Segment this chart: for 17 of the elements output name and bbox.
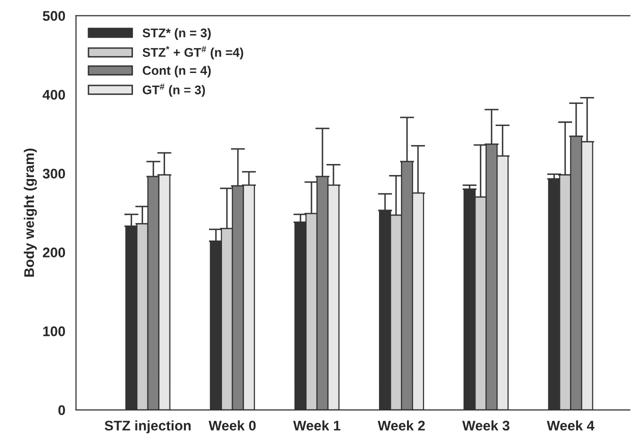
y-tick-label: 500 [42, 11, 66, 21]
legend-label: Cont (n = 4) [142, 66, 211, 78]
x-tick-label: Week 0 [208, 420, 256, 431]
y-tick-label: 300 [42, 168, 66, 179]
y-axis-title: Body weight (gram) [24, 148, 37, 277]
legend-label: STZ$^{*}$ + GT$^{#}$ (n =4) [142, 46, 244, 60]
y-tick-label: 200 [42, 248, 66, 258]
x-tick-label: STZ injection [104, 420, 191, 434]
legend-label: STZ* (n = 3) [142, 28, 211, 40]
legend-label: GT$^{#}$ (n = 3) [142, 84, 205, 97]
x-tick-label: Week 3 [462, 420, 510, 431]
y-tick-label: 100 [43, 326, 66, 336]
x-tick-label: Week 4 [546, 420, 594, 431]
x-tick-label: Week 1 [293, 420, 340, 431]
x-tick-label: Week 2 [378, 420, 425, 431]
y-tick-label: 0 [58, 405, 66, 416]
y-tick-label: 400 [42, 90, 66, 100]
